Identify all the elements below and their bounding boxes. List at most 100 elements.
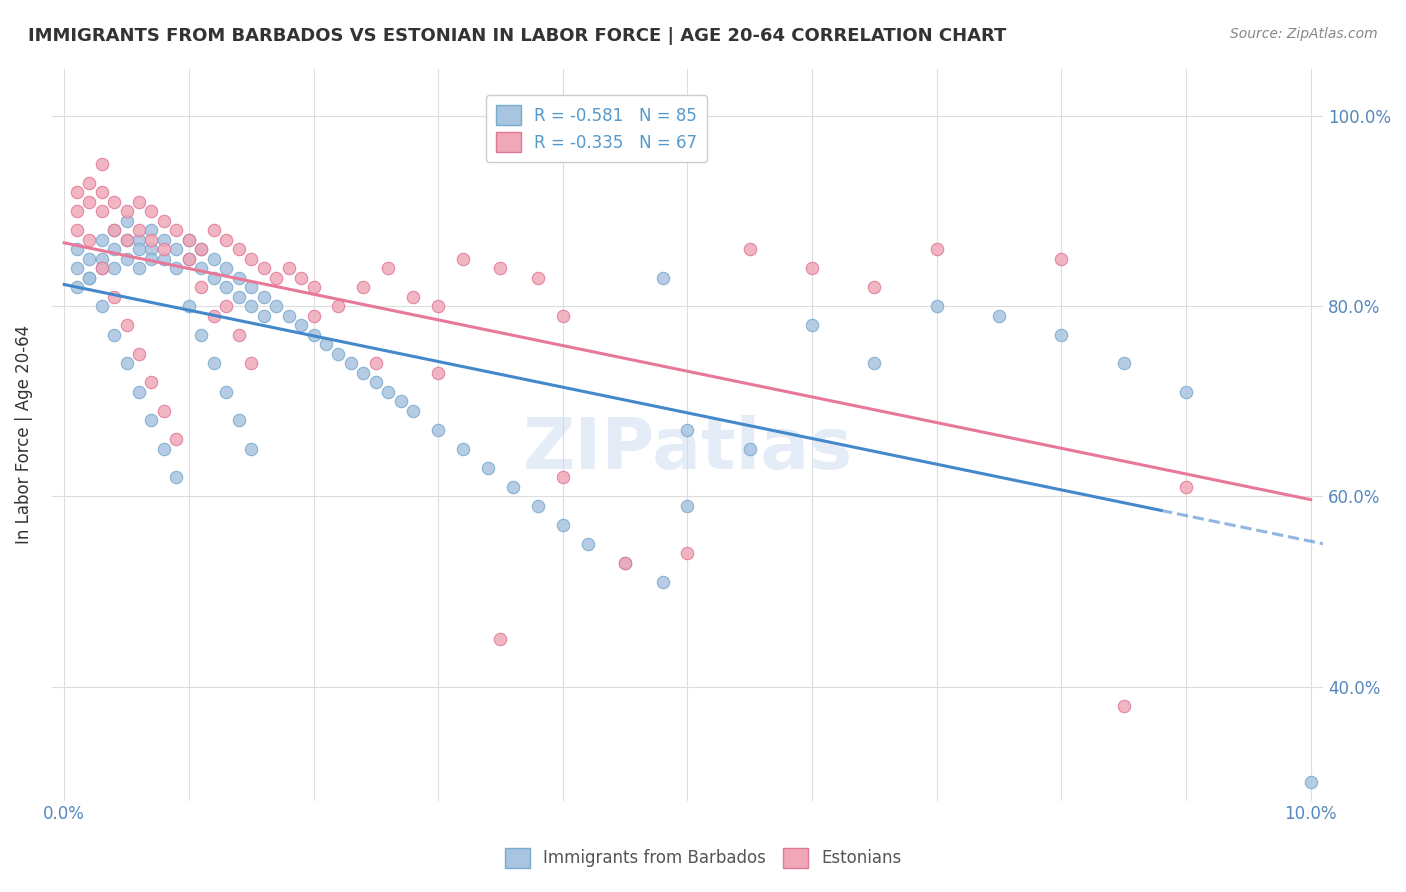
Point bbox=[1299, 774, 1322, 789]
Point bbox=[1112, 356, 1135, 370]
Point bbox=[1112, 698, 1135, 713]
Point bbox=[489, 261, 512, 276]
Point bbox=[502, 480, 524, 494]
Point bbox=[477, 460, 499, 475]
Point bbox=[614, 556, 637, 570]
Legend: Immigrants from Barbados, Estonians: Immigrants from Barbados, Estonians bbox=[498, 841, 908, 875]
Point bbox=[90, 261, 112, 276]
Point bbox=[177, 299, 200, 313]
Point bbox=[77, 233, 100, 247]
Point bbox=[352, 280, 374, 294]
Point bbox=[427, 299, 450, 313]
Point bbox=[190, 242, 212, 256]
Point bbox=[277, 309, 299, 323]
Point bbox=[576, 537, 599, 551]
Point bbox=[141, 204, 163, 219]
Point bbox=[128, 194, 150, 209]
Point bbox=[153, 252, 176, 266]
Point bbox=[66, 185, 89, 199]
Point bbox=[402, 404, 425, 418]
Point bbox=[228, 413, 250, 427]
Point bbox=[364, 356, 387, 370]
Point bbox=[253, 261, 276, 276]
Point bbox=[202, 270, 225, 285]
Point bbox=[863, 280, 886, 294]
Point bbox=[90, 261, 112, 276]
Point bbox=[215, 299, 238, 313]
Point bbox=[141, 223, 163, 237]
Point bbox=[90, 156, 112, 170]
Point bbox=[801, 318, 824, 333]
Point bbox=[1175, 480, 1198, 494]
Point bbox=[177, 252, 200, 266]
Point bbox=[141, 242, 163, 256]
Point bbox=[676, 423, 699, 437]
Point bbox=[277, 261, 299, 276]
Point bbox=[66, 242, 89, 256]
Point bbox=[240, 442, 263, 456]
Point bbox=[340, 356, 363, 370]
Point bbox=[489, 632, 512, 646]
Point bbox=[77, 252, 100, 266]
Point bbox=[551, 517, 574, 532]
Point bbox=[103, 223, 125, 237]
Point bbox=[228, 327, 250, 342]
Point bbox=[402, 290, 425, 304]
Point bbox=[66, 280, 89, 294]
Point bbox=[190, 280, 212, 294]
Point bbox=[240, 299, 263, 313]
Point bbox=[676, 546, 699, 560]
Point bbox=[165, 261, 187, 276]
Point bbox=[202, 356, 225, 370]
Point bbox=[115, 233, 138, 247]
Point bbox=[738, 242, 761, 256]
Point bbox=[253, 309, 276, 323]
Point bbox=[128, 261, 150, 276]
Point bbox=[389, 394, 412, 409]
Point bbox=[215, 233, 238, 247]
Point bbox=[128, 242, 150, 256]
Point bbox=[115, 204, 138, 219]
Point bbox=[377, 261, 399, 276]
Point bbox=[177, 233, 200, 247]
Point bbox=[352, 366, 374, 380]
Point bbox=[153, 242, 176, 256]
Point bbox=[240, 356, 263, 370]
Point bbox=[90, 233, 112, 247]
Point bbox=[228, 270, 250, 285]
Point bbox=[215, 384, 238, 399]
Point bbox=[863, 356, 886, 370]
Point bbox=[90, 299, 112, 313]
Point bbox=[215, 280, 238, 294]
Point bbox=[202, 252, 225, 266]
Point bbox=[190, 261, 212, 276]
Point bbox=[103, 242, 125, 256]
Text: IMMIGRANTS FROM BARBADOS VS ESTONIAN IN LABOR FORCE | AGE 20-64 CORRELATION CHAR: IMMIGRANTS FROM BARBADOS VS ESTONIAN IN … bbox=[28, 27, 1007, 45]
Point bbox=[165, 433, 187, 447]
Point bbox=[77, 176, 100, 190]
Point bbox=[1050, 252, 1073, 266]
Point bbox=[264, 270, 287, 285]
Point bbox=[66, 204, 89, 219]
Point bbox=[328, 299, 350, 313]
Point bbox=[190, 327, 212, 342]
Point bbox=[315, 337, 337, 351]
Point bbox=[165, 470, 187, 484]
Point bbox=[153, 404, 176, 418]
Point bbox=[527, 270, 550, 285]
Point bbox=[202, 223, 225, 237]
Point bbox=[141, 413, 163, 427]
Point bbox=[302, 327, 325, 342]
Point bbox=[925, 242, 948, 256]
Point bbox=[1175, 384, 1198, 399]
Point bbox=[215, 261, 238, 276]
Point bbox=[451, 252, 474, 266]
Point bbox=[364, 376, 387, 390]
Point bbox=[190, 242, 212, 256]
Point bbox=[290, 270, 312, 285]
Point bbox=[77, 270, 100, 285]
Point bbox=[66, 223, 89, 237]
Point bbox=[676, 499, 699, 513]
Point bbox=[427, 366, 450, 380]
Point bbox=[103, 261, 125, 276]
